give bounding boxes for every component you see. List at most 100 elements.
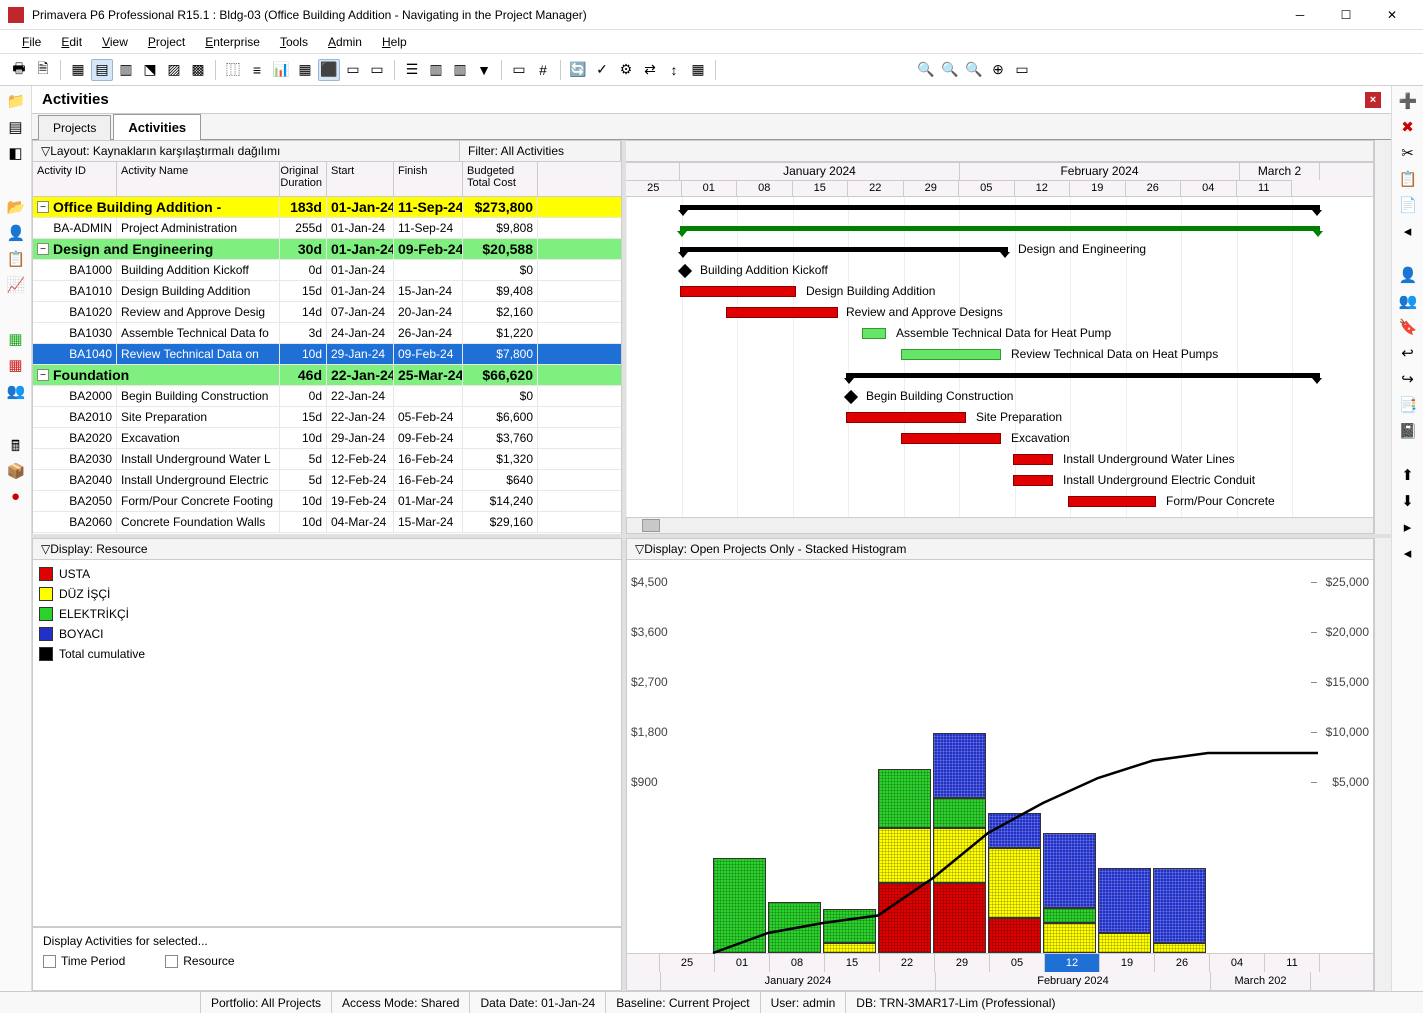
dock-resources-icon[interactable]: 📂	[7, 198, 25, 216]
filter-icon[interactable]: ▼	[473, 59, 495, 81]
layout-icon[interactable]: ▦	[67, 59, 89, 81]
cut-icon[interactable]: ✂	[1399, 144, 1417, 162]
table-row[interactable]: BA1040Review Technical Data on10d29-Jan-…	[33, 344, 621, 365]
table-row[interactable]: BA2020Excavation10d29-Jan-2409-Feb-24$3,…	[33, 428, 621, 449]
col-header-dur[interactable]: Original Duration	[280, 162, 327, 196]
table-row[interactable]: BA2060Concrete Foundation Walls10d04-Mar…	[33, 512, 621, 533]
schedule-icon[interactable]: ⇄	[639, 59, 661, 81]
col-header-id[interactable]: Activity ID	[33, 162, 117, 196]
network-icon[interactable]: ⬔	[139, 59, 161, 81]
down-icon[interactable]: ⬇	[1399, 492, 1417, 510]
table-icon[interactable]: ▦	[294, 59, 316, 81]
table-row[interactable]: −Design and Engineering30d01-Jan-2409-Fe…	[33, 239, 621, 260]
menu-edit[interactable]: Edit	[51, 33, 92, 51]
group-icon[interactable]: ☰	[401, 59, 423, 81]
dock-projects-icon[interactable]: 📁	[7, 92, 25, 110]
refresh-icon[interactable]: 🔄	[567, 59, 589, 81]
zoom-reset-icon[interactable]: ▭	[1011, 59, 1033, 81]
columns-icon[interactable]: ⿲	[222, 59, 244, 81]
predecessor-icon[interactable]: ↩	[1399, 344, 1417, 362]
dock-thresholds-icon[interactable]: 🖩	[7, 436, 25, 454]
level-icon[interactable]: ↕	[663, 59, 685, 81]
print-icon[interactable]: 🖶	[8, 59, 30, 81]
gantt-chart[interactable]: Design and EngineeringBuilding Addition …	[626, 197, 1374, 517]
menu-tools[interactable]: Tools	[270, 33, 318, 51]
assign-res-icon[interactable]: 👤	[1399, 266, 1417, 284]
assign-code-icon[interactable]: 🔖	[1399, 318, 1417, 336]
histogram-chart[interactable]: $4,500$3,600$2,700$1,800$900$25,000$20,0…	[626, 560, 1374, 953]
menu-admin[interactable]: Admin	[318, 33, 372, 51]
print-preview-icon[interactable]: 🗎	[32, 59, 54, 81]
zoom-out-icon[interactable]: 🔍	[939, 59, 961, 81]
legend-item[interactable]: Total cumulative	[39, 644, 615, 664]
legend-item[interactable]: DÜZ İŞÇİ	[39, 584, 615, 604]
table-row[interactable]: BA2050Form/Pour Concrete Footing10d19-Fe…	[33, 491, 621, 512]
table-row[interactable]: −Office Building Addition -183d01-Jan-24…	[33, 197, 621, 218]
left-icon[interactable]: ◂	[1399, 544, 1417, 562]
filter-label[interactable]: Filter: All Activities	[460, 141, 621, 161]
dock-notebook-icon[interactable]: 📦	[7, 462, 25, 480]
grid-body[interactable]: −Office Building Addition -183d01-Jan-24…	[32, 197, 622, 534]
table-row[interactable]: BA1000Building Addition Kickoff0d01-Jan-…	[33, 260, 621, 281]
minimize-button[interactable]: ─	[1277, 1, 1323, 29]
col-header-start[interactable]: Start	[327, 162, 394, 196]
dock-reports-icon[interactable]: 📋	[7, 250, 25, 268]
add-icon[interactable]: ➕	[1399, 92, 1417, 110]
dock-user-icon[interactable]: 👤	[7, 224, 25, 242]
assign-role-icon[interactable]: 👥	[1399, 292, 1417, 310]
menu-view[interactable]: View	[92, 33, 138, 51]
zoom-fit-icon[interactable]: 🔍	[963, 59, 985, 81]
collapse-icon[interactable]: ▥	[449, 59, 471, 81]
col-header-name[interactable]: Activity Name	[117, 162, 280, 196]
resource-icon[interactable]: ▨	[163, 59, 185, 81]
dock-issues-icon[interactable]: 👥	[7, 382, 25, 400]
commit-icon[interactable]: ✓	[591, 59, 613, 81]
legend-item[interactable]: ELEKTRİKÇİ	[39, 604, 615, 624]
hist-vscroll[interactable]	[1374, 538, 1391, 991]
table-row[interactable]: BA1010Design Building Addition15d01-Jan-…	[33, 281, 621, 302]
copy-icon[interactable]: 📋	[1399, 170, 1417, 188]
zoom-in-icon[interactable]: 🔍	[915, 59, 937, 81]
maximize-button[interactable]: ☐	[1323, 1, 1369, 29]
menu-file[interactable]: File	[12, 33, 51, 51]
dock-wbs-icon[interactable]: ◧	[7, 144, 25, 162]
menu-project[interactable]: Project	[138, 33, 195, 51]
table-row[interactable]: −Foundation46d22-Jan-2425-Mar-24$66,620	[33, 365, 621, 386]
delete-icon[interactable]: ✖	[1399, 118, 1417, 136]
tab-projects[interactable]: Projects	[38, 115, 111, 140]
chart-settings-icon[interactable]: ⬛	[318, 59, 340, 81]
hash-icon[interactable]: #	[532, 59, 554, 81]
col-header-finish[interactable]: Finish	[394, 162, 463, 196]
histogram-display-bar[interactable]: ▽ Display: Open Projects Only - Stacked …	[626, 538, 1374, 560]
details-icon[interactable]: ▭	[342, 59, 364, 81]
table-row[interactable]: BA2040Install Underground Electric5d12-F…	[33, 470, 621, 491]
expand-icon[interactable]: ▥	[425, 59, 447, 81]
resource-checkbox[interactable]: Resource	[165, 954, 234, 968]
table-row[interactable]: BA2030Install Underground Water L5d12-Fe…	[33, 449, 621, 470]
zoom-sel-icon[interactable]: ⊕	[987, 59, 1009, 81]
arrow-left-icon[interactable]: ◂	[1399, 222, 1417, 240]
legend-item[interactable]: BOYACI	[39, 624, 615, 644]
menu-enterprise[interactable]: Enterprise	[195, 33, 270, 51]
dock-calc-icon[interactable]: ▦	[7, 330, 25, 348]
banner-close-icon[interactable]: ×	[1365, 92, 1381, 108]
up-icon[interactable]: ⬆	[1399, 466, 1417, 484]
gear-icon[interactable]: ⚙	[615, 59, 637, 81]
bars-icon[interactable]: ≡	[246, 59, 268, 81]
table-row[interactable]: BA-ADMINProject Administration255d01-Jan…	[33, 218, 621, 239]
resource-display-bar[interactable]: ▽ Display: Resource	[32, 538, 622, 560]
progress-icon[interactable]: ▭	[508, 59, 530, 81]
dock-red-dot-icon[interactable]: ●	[7, 488, 25, 506]
paste-icon[interactable]: 📄	[1399, 196, 1417, 214]
tab-activities[interactable]: Activities	[113, 114, 201, 140]
dock-activities-icon[interactable]: ▤	[7, 118, 25, 136]
steps-icon[interactable]: 📑	[1399, 396, 1417, 414]
table-row[interactable]: BA2010Site Preparation15d22-Jan-2405-Feb…	[33, 407, 621, 428]
tracking-icon[interactable]: ▥	[115, 59, 137, 81]
layout-label[interactable]: ▽ Layout: Kaynakların karşılaştırmalı da…	[33, 141, 460, 161]
dock-expense-icon[interactable]: ▦	[7, 356, 25, 374]
right-icon[interactable]: ▸	[1399, 518, 1417, 536]
successor-icon[interactable]: ↪	[1399, 370, 1417, 388]
chart-icon[interactable]: 📊	[270, 59, 292, 81]
time-period-checkbox[interactable]: Time Period	[43, 954, 125, 968]
